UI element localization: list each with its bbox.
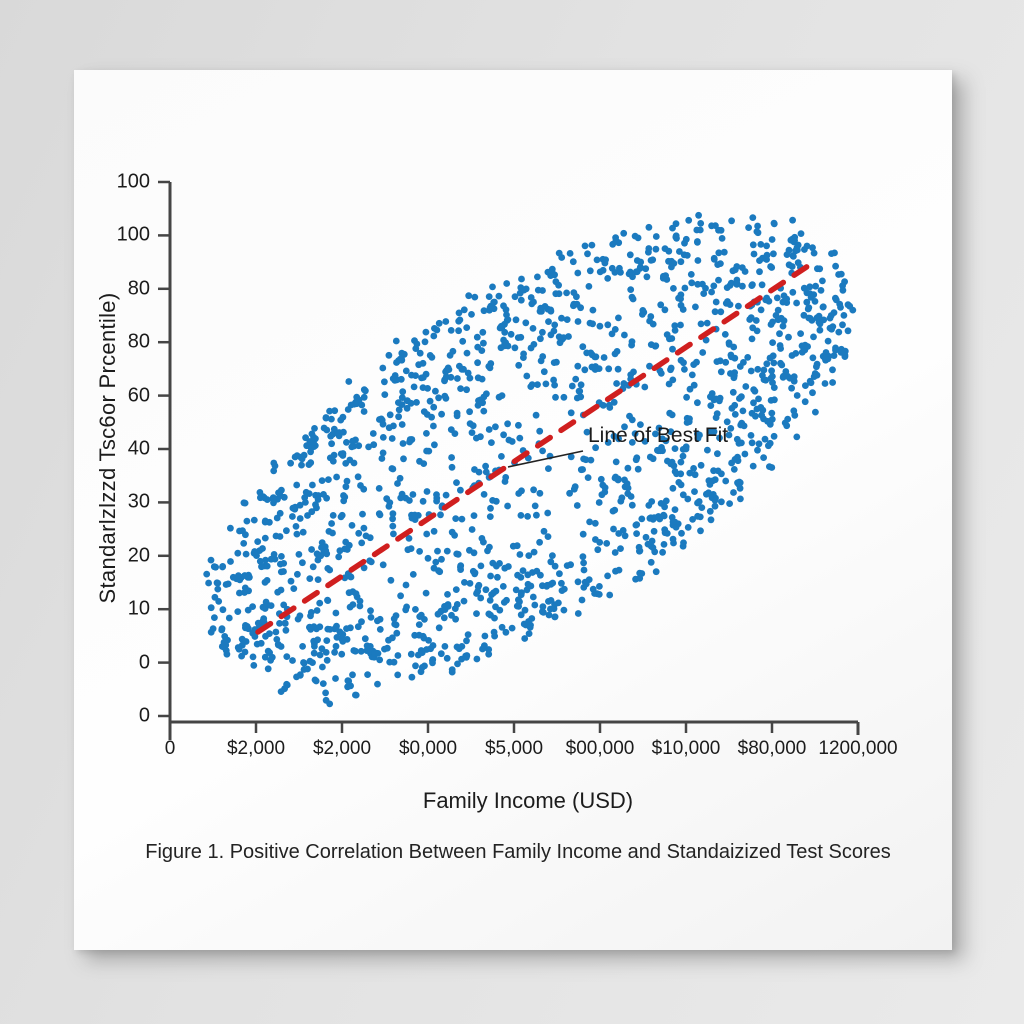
y-tick-label: 30 [127, 490, 150, 513]
y-tick-label: 0 [138, 704, 150, 727]
figure-caption: Figure 1. Positive Correlation Between F… [145, 841, 891, 863]
x-axis-title: Family Income (USD) [422, 788, 634, 813]
x-tick-label: $80,000 [737, 738, 807, 759]
fit-line-annotation: Line of Best Fit [588, 424, 729, 447]
y-tick-label: 0 [138, 651, 150, 674]
y-tick-label: 10 [127, 597, 150, 620]
y-tick-label: 20 [127, 544, 150, 567]
x-tick-label: 0 [164, 738, 176, 759]
x-tick-label: $2,000 [312, 738, 372, 759]
x-tick-label: $00,000 [565, 738, 635, 759]
y-tick-label: 40 [127, 437, 150, 460]
figure-paper [74, 70, 952, 950]
x-tick-label: $10,000 [651, 738, 721, 759]
y-tick-label: 80 [127, 277, 150, 300]
y-tick-label: 80 [127, 330, 150, 353]
y-axis-title: Standarlzlzzd Tsc6or Prcentile) [95, 292, 120, 604]
x-tick-label: $5,000 [484, 738, 544, 759]
y-tick-label: 100 [116, 223, 150, 246]
x-tick-label: $2,000 [226, 738, 286, 759]
x-tick-label: 1200,000 [818, 738, 898, 759]
y-tick-label: 100 [116, 170, 150, 193]
x-tick-label: $0,000 [398, 738, 458, 759]
y-tick-label: 60 [127, 384, 150, 407]
